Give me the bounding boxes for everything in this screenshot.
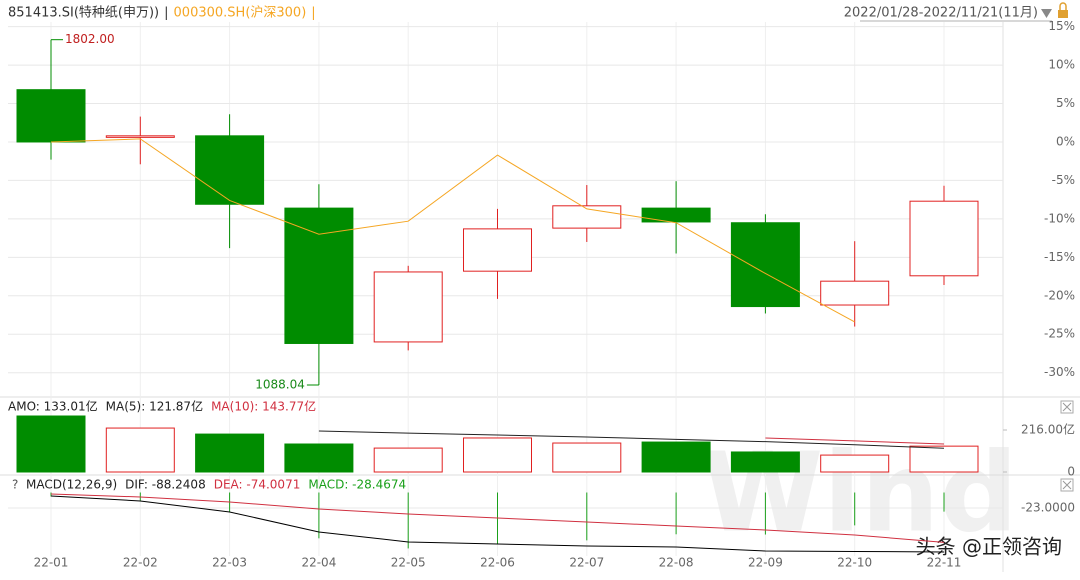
bar bbox=[105, 427, 175, 473]
bar bbox=[195, 433, 265, 473]
bar bbox=[909, 445, 979, 473]
line bbox=[318, 430, 945, 449]
candle-body bbox=[641, 207, 711, 223]
dropdown-icon[interactable] bbox=[1041, 9, 1052, 18]
legend-entry: MACD(12,26,9) bbox=[26, 478, 117, 492]
legend-entry: 000300.SH(沪深300) bbox=[174, 5, 307, 21]
bar bbox=[820, 454, 890, 473]
y-tick-label: 0 bbox=[1067, 465, 1075, 479]
legend-entry: DIF: -88.2408 bbox=[125, 478, 206, 492]
annotation: 1802.00 bbox=[65, 32, 115, 46]
x-tick-label: 22-02 bbox=[123, 556, 158, 570]
x-tick-label: 22-07 bbox=[569, 556, 604, 570]
line bbox=[50, 495, 945, 553]
candle-body bbox=[105, 135, 175, 138]
x-tick-label: 22-05 bbox=[391, 556, 426, 570]
y-tick-label: -30% bbox=[1044, 365, 1075, 379]
x-tick-label: 22-10 bbox=[837, 556, 872, 570]
bar bbox=[552, 442, 622, 473]
y-tick-label: -5% bbox=[1052, 173, 1075, 187]
legend-entry: | bbox=[164, 6, 168, 21]
y-tick-label: 216.00亿 bbox=[1021, 422, 1075, 437]
subtitle: 2022/01/28-2022/11/21(11月) bbox=[844, 6, 1038, 21]
lock-icon bbox=[1059, 2, 1067, 10]
bar bbox=[16, 415, 86, 473]
bar bbox=[730, 451, 800, 473]
candle-body bbox=[730, 222, 800, 308]
line bbox=[50, 138, 855, 323]
y-tick-label: -23.0000 bbox=[1021, 500, 1075, 514]
legend-entry: MA(5): 121.87亿 bbox=[106, 399, 203, 414]
y-tick-label: -20% bbox=[1044, 288, 1075, 302]
line bbox=[50, 493, 945, 543]
bar bbox=[284, 443, 354, 473]
x-tick-label: 22-06 bbox=[480, 556, 515, 570]
y-tick-label: 0% bbox=[1056, 134, 1075, 148]
bar bbox=[463, 437, 532, 473]
legend-entry: MA(10): 143.77亿 bbox=[211, 399, 316, 414]
y-tick-label: 5% bbox=[1056, 96, 1075, 110]
bar bbox=[373, 447, 443, 473]
help-icon: ? bbox=[12, 478, 18, 492]
y-tick-label: 15% bbox=[1048, 19, 1075, 33]
credit: 头条 @正领咨询 bbox=[916, 535, 1062, 559]
bar bbox=[641, 441, 711, 473]
line bbox=[765, 437, 945, 445]
x-tick-label: 22-09 bbox=[748, 556, 783, 570]
legend-entry: 851413.SI(特种纸(申万)) bbox=[8, 6, 159, 21]
candle-body bbox=[373, 271, 443, 343]
zoom-icon bbox=[1062, 402, 1072, 412]
candle-body bbox=[463, 228, 532, 272]
candle-body bbox=[909, 200, 979, 277]
x-tick-label: 22-03 bbox=[212, 556, 247, 570]
y-tick-label: -15% bbox=[1044, 250, 1075, 264]
y-tick-label: 10% bbox=[1048, 58, 1075, 72]
legend-entry: MACD: -28.4674 bbox=[308, 478, 406, 492]
x-tick-label: 22-08 bbox=[659, 556, 694, 570]
y-tick-label: -25% bbox=[1044, 327, 1075, 341]
zoom-icon bbox=[1062, 480, 1072, 490]
legend-entry: DEA: -74.0071 bbox=[214, 478, 301, 492]
candle-body bbox=[820, 280, 890, 306]
candle-body bbox=[16, 89, 86, 143]
candle-body bbox=[195, 135, 265, 205]
lock-icon[interactable] bbox=[1058, 10, 1068, 18]
y-tick-label: -10% bbox=[1044, 211, 1075, 225]
x-tick-label: 22-01 bbox=[34, 556, 69, 570]
legend-entry: AMO: 133.01亿 bbox=[8, 399, 98, 414]
legend-entry: | bbox=[311, 6, 315, 21]
x-tick-label: 22-04 bbox=[301, 556, 336, 570]
candle-body bbox=[284, 207, 354, 344]
x-tick-label: 22-11 bbox=[927, 556, 962, 570]
annotation: 1088.04 bbox=[255, 378, 305, 392]
